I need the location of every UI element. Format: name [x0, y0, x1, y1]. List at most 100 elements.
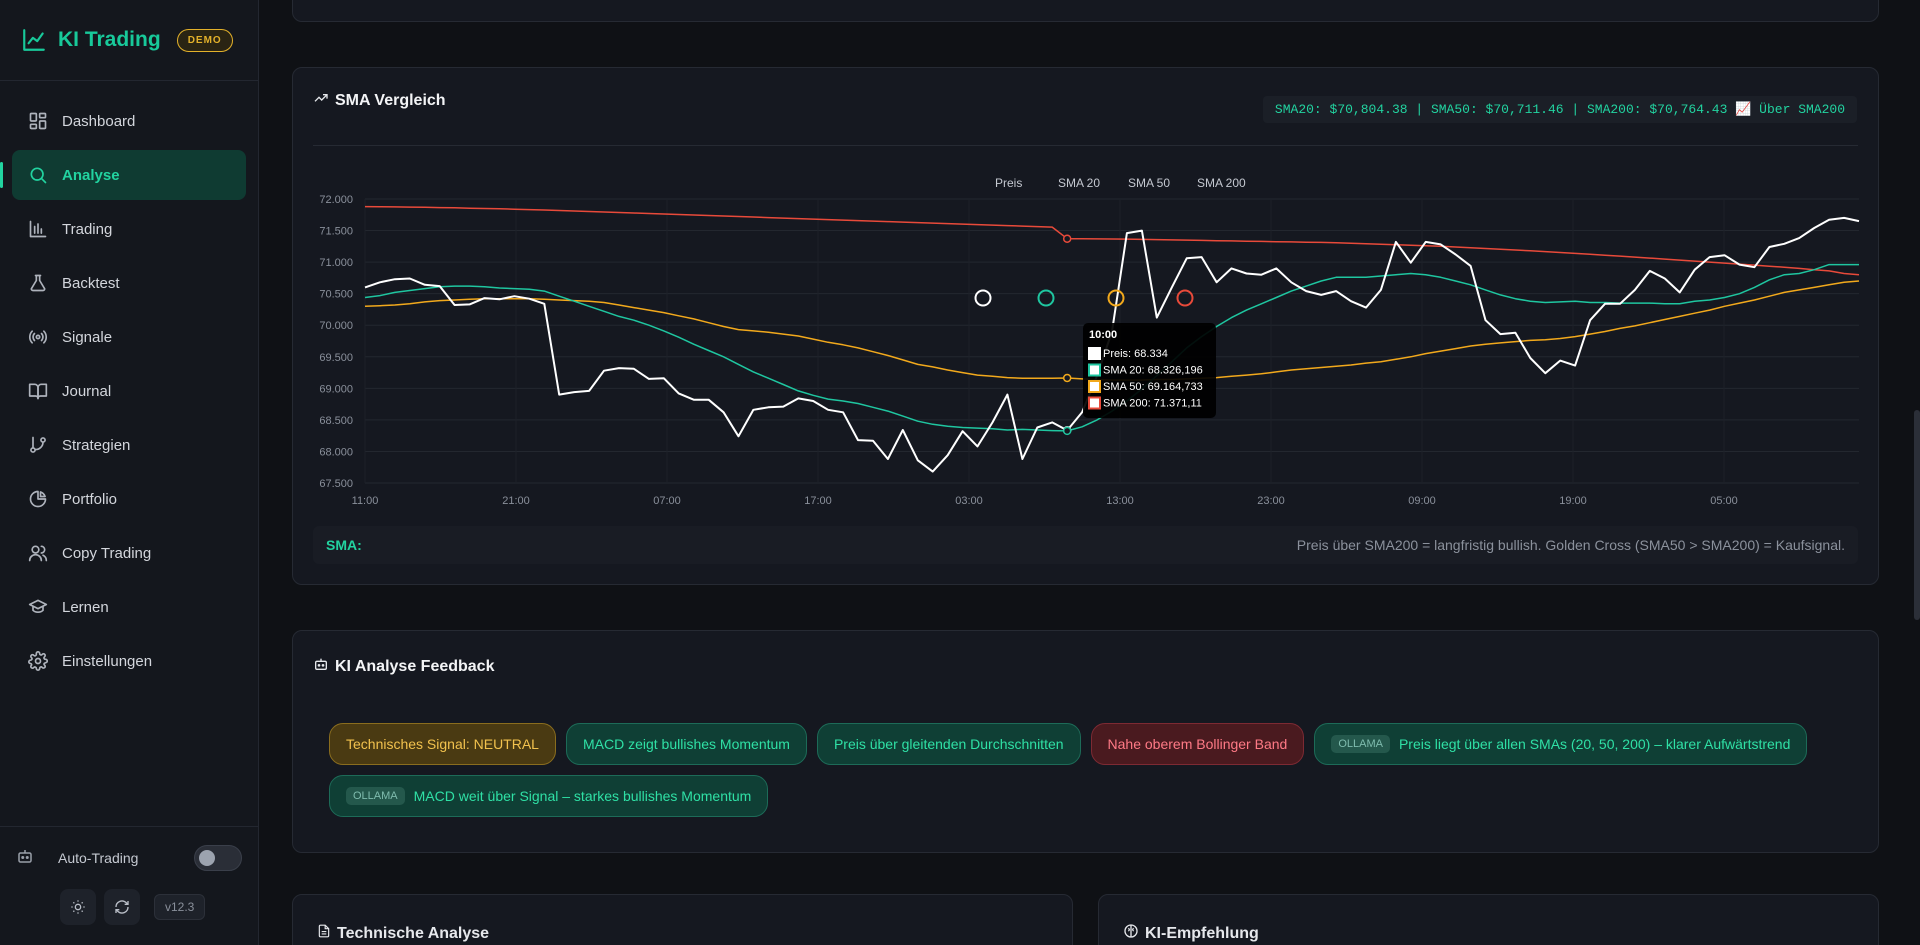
search-icon	[30, 167, 47, 184]
sidebar-item-journal[interactable]: Journal	[12, 366, 246, 416]
legend-label: SMA 20	[1058, 176, 1100, 190]
series-line-sma-200	[364, 205, 1860, 276]
feedback-pill-text: MACD zeigt bullishes Momentum	[582, 736, 790, 752]
sma-info-text: Preis über SMA200 = langfristig bullish.…	[1296, 537, 1845, 553]
document-icon	[317, 923, 331, 944]
scrollbar-thumb[interactable]	[1914, 410, 1920, 620]
x-tick-label: 09:00	[1408, 495, 1436, 507]
brand[interactable]: KI Trading DEMO	[0, 0, 258, 81]
graduation-icon	[28, 599, 48, 614]
legend-marker	[974, 289, 992, 307]
tooltip-row: SMA 50: 69.164,733	[1103, 381, 1203, 393]
radio-icon	[28, 330, 48, 344]
legend-label: SMA 200	[1197, 176, 1246, 190]
y-tick-label: 70.500	[319, 289, 353, 301]
y-tick-label: 69.500	[319, 352, 353, 364]
tooltip-row: SMA 200: 71.371,11	[1103, 398, 1202, 410]
sidebar-item-label: Analyse	[62, 166, 120, 184]
sidebar-item-label: Lernen	[62, 598, 109, 616]
ki-recommendation-title-text: KI-Empfehlung	[1145, 924, 1259, 942]
pie-icon	[29, 490, 47, 508]
legend-marker	[1107, 289, 1125, 307]
version-label: v12.3	[154, 894, 206, 920]
robot-icon	[313, 656, 329, 677]
sidebar-footer: Auto-Trading v12.3	[0, 826, 258, 945]
y-tick-label: 68.500	[319, 415, 353, 427]
y-tick-label: 72.000	[319, 194, 353, 206]
feedback-pill: Preis über gleitenden Durchschnitten	[816, 723, 1081, 765]
y-tick-label: 70.000	[319, 320, 353, 332]
ki-recommendation-card: KI-Empfehlung	[1098, 894, 1879, 945]
sidebar-item-label: Strategien	[62, 436, 131, 454]
sidebar-item-lernen[interactable]: Lernen	[12, 582, 246, 632]
x-tick-label: 11:00	[352, 495, 379, 507]
ki-card-title: KI Analyse Feedback	[313, 656, 494, 677]
feedback-pill-text: MACD weit über Signal – starkes bullishe…	[413, 788, 752, 804]
sidebar-item-analyse[interactable]: Analyse	[0, 150, 246, 200]
refresh-button[interactable]	[104, 889, 140, 925]
branch-icon	[30, 436, 46, 453]
sidebar-item-label: Portfolio	[62, 490, 118, 508]
y-tick-label: 71.000	[319, 257, 353, 269]
sidebar-item-label: Signale	[62, 328, 113, 346]
sma-info-label: SMA:	[326, 537, 362, 553]
feedback-pill: MACD zeigt bullishes Momentum	[565, 723, 807, 765]
sma-chart[interactable]: 72.000 71.500 71.000 70.500 70.000 69.500 69.0…	[293, 68, 1880, 508]
demo-badge: DEMO	[176, 28, 233, 52]
sidebar: KI Trading DEMO Dashboard Analyse Trading B…	[0, 0, 259, 945]
y-tick-label: 67.500	[319, 478, 353, 490]
sidebar-item-label: Dashboard	[62, 112, 136, 130]
auto-trading-toggle[interactable]	[194, 845, 242, 871]
sidebar-item-signale[interactable]: Signale	[12, 312, 246, 362]
feedback-pill: Technisches Signal: NEUTRAL	[329, 723, 556, 765]
sidebar-item-dashboard[interactable]: Dashboard	[12, 96, 246, 146]
previous-card	[292, 0, 1879, 22]
hover-point	[1062, 234, 1072, 243]
technical-analysis-title: Technische Analyse	[317, 923, 489, 944]
x-tick-label: 17:00	[804, 495, 832, 507]
sidebar-item-trading[interactable]: Trading	[12, 204, 246, 254]
sidebar-item-strategien[interactable]: Strategien	[12, 420, 246, 470]
chart-line-icon	[20, 26, 48, 54]
feedback-pill: OLLAMA MACD weit über Signal – starkes bu…	[329, 775, 769, 817]
sidebar-item-einstellungen[interactable]: Einstellungen	[12, 636, 246, 686]
brand-title: KI Trading	[58, 28, 161, 51]
feedback-pill: Nahe oberem Bollinger Band	[1090, 723, 1305, 765]
legend-marker	[1176, 289, 1194, 307]
tooltip-row: Preis: 68.334	[1103, 348, 1168, 360]
sidebar-item-label: Backtest	[62, 274, 120, 292]
sidebar-item-copy-trading[interactable]: Copy Trading	[12, 528, 246, 578]
legend-label: SMA 50	[1128, 176, 1170, 190]
feedback-pills: Technisches Signal: NEUTRAL MACD zeigt bu…	[329, 723, 1829, 817]
technical-analysis-title-text: Technische Analyse	[337, 924, 490, 942]
sidebar-item-portfolio[interactable]: Portfolio	[12, 474, 246, 524]
feedback-pill-text: Preis über gleitenden Durchschnitten	[833, 736, 1064, 752]
hover-point	[1062, 373, 1072, 383]
sidebar-item-backtest[interactable]: Backtest	[12, 258, 246, 308]
divider	[313, 145, 1858, 146]
ki-recommendation-title: KI-Empfehlung	[1123, 923, 1259, 944]
y-tick-label: 71.500	[319, 226, 353, 238]
feedback-pill-text: Nahe oberem Bollinger Band	[1107, 736, 1288, 752]
sma-title-text: SMA Vergleich	[335, 91, 446, 109]
tooltip-swatch	[1088, 396, 1101, 410]
sidebar-item-label: Copy Trading	[62, 544, 152, 562]
dashboard-icon	[29, 112, 47, 130]
ollama-tag: OLLAMA	[346, 787, 405, 805]
ollama-tag: OLLAMA	[1331, 735, 1390, 753]
gear-icon	[28, 651, 48, 671]
users-icon	[28, 545, 48, 562]
sma-card-title: SMA Vergleich	[313, 90, 446, 111]
x-tick-label: 13:00	[1106, 495, 1134, 507]
book-icon	[28, 383, 48, 400]
refresh-icon	[115, 900, 129, 914]
ki-title-text: KI Analyse Feedback	[335, 657, 495, 675]
chart-tooltip	[1083, 323, 1216, 418]
flask-icon	[30, 274, 46, 292]
sma-compare-card: SMA Vergleich SMA20: $70,804.38 | SMA50:…	[292, 67, 1879, 585]
ki-feedback-card: KI Analyse Feedback Technisches Signal: …	[292, 630, 1879, 853]
sidebar-item-label: Einstellungen	[62, 652, 153, 670]
main-content: SMA Vergleich SMA20: $70,804.38 | SMA50:…	[259, 0, 1920, 945]
theme-toggle-button[interactable]	[60, 889, 96, 925]
x-tick-label: 03:00	[955, 495, 983, 507]
